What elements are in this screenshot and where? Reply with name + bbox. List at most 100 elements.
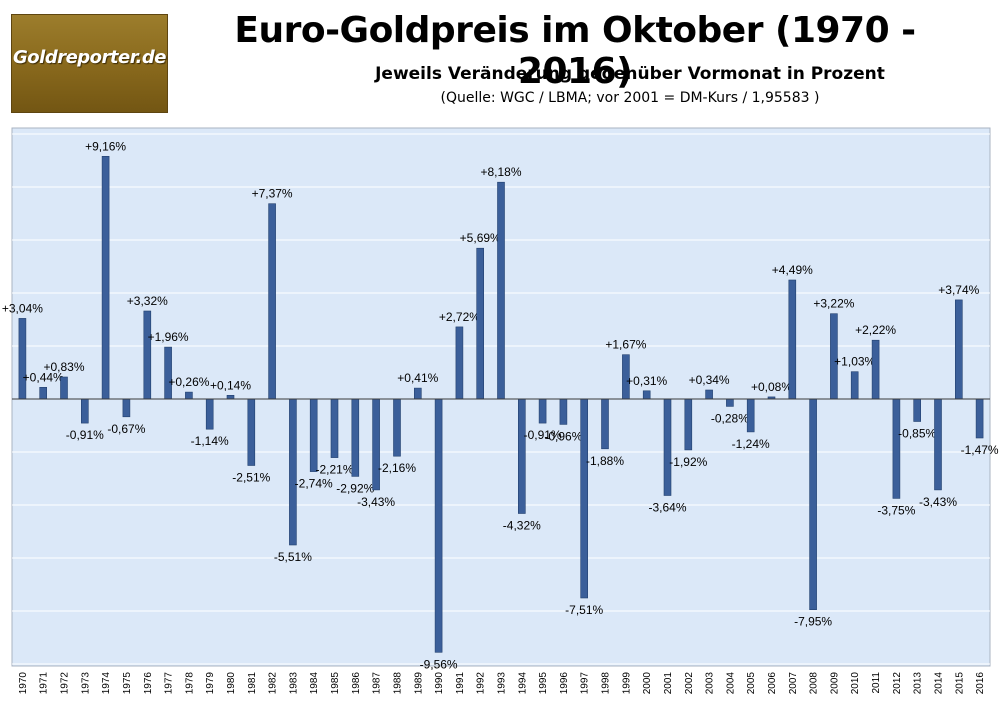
x-tick-label: 1973	[80, 672, 91, 695]
data-label: -9,56%	[420, 657, 458, 671]
x-tick-label: 2008	[809, 672, 820, 695]
bar-1992	[476, 247, 485, 400]
x-tick-label: 2009	[829, 672, 840, 695]
data-label: -2,21%	[315, 463, 353, 477]
chart-source-note: (Quelle: WGC / LBMA; vor 2001 = DM-Kurs …	[440, 90, 820, 106]
logo-text: Goldreporter.de	[13, 47, 166, 68]
data-label: -2,74%	[295, 477, 333, 491]
data-label: -5,51%	[274, 550, 312, 564]
data-label: +3,04%	[2, 301, 43, 315]
bar-1982	[268, 203, 276, 400]
bar-1997	[580, 398, 589, 599]
x-tick-label: 2014	[934, 672, 945, 695]
x-tick-label: 1978	[184, 672, 195, 695]
bar-1977	[164, 346, 172, 400]
data-label: +5,69%	[460, 231, 501, 245]
x-tick-label: 2002	[684, 672, 695, 695]
data-label: -3,43%	[919, 495, 957, 509]
bar-1976	[143, 310, 152, 400]
bar-1987	[372, 398, 380, 491]
x-tick-label: 1983	[288, 672, 299, 695]
bar-1996	[559, 398, 568, 425]
x-tick-label: 1982	[268, 672, 279, 695]
bar-1995	[538, 398, 547, 424]
x-tick-label: 1990	[434, 672, 445, 695]
x-tick-label: 1979	[205, 672, 216, 695]
bar-1994	[517, 398, 526, 514]
bar-2012	[892, 398, 901, 499]
bar-1978	[185, 391, 193, 400]
data-label: -2,16%	[378, 461, 416, 475]
chart-title: Euro-Goldpreis im Oktober (1970 - 2016)	[234, 10, 916, 92]
x-tick-label: 1984	[309, 672, 320, 695]
x-tick-label: 1985	[330, 672, 341, 695]
x-tick-label: 1994	[517, 672, 528, 695]
data-label: -7,95%	[794, 615, 832, 629]
data-label: +3,74%	[938, 283, 979, 297]
bar-2014	[934, 398, 942, 491]
bar-1980	[226, 394, 235, 400]
bar-2007	[788, 279, 797, 400]
bar-1983	[289, 398, 297, 546]
bar-1990	[434, 398, 443, 653]
x-tick-label: 2004	[725, 672, 736, 695]
x-tick-label: 2015	[954, 672, 965, 695]
data-label: +0,08%	[751, 380, 792, 394]
data-label: +9,16%	[85, 139, 126, 153]
data-label: -1,14%	[191, 434, 229, 448]
data-label: -3,43%	[357, 495, 395, 509]
data-label: -0,91%	[524, 428, 562, 442]
data-label: +0,14%	[210, 378, 251, 392]
bar-2010	[850, 371, 859, 400]
x-tick-label: 2005	[746, 672, 757, 695]
bar-2008	[809, 398, 817, 610]
data-label: +3,22%	[813, 297, 854, 311]
x-tick-label: 2010	[850, 672, 861, 695]
bar-2016	[975, 398, 984, 439]
bar-2002	[684, 398, 693, 451]
bar-1971	[39, 386, 48, 400]
bar-1991	[455, 326, 464, 400]
data-label: -1,92%	[669, 455, 707, 469]
x-tick-label: 1986	[351, 672, 362, 695]
x-tick-label: 2006	[767, 672, 778, 695]
x-tick-label: 1975	[122, 672, 133, 695]
data-label: -0,96%	[544, 429, 582, 443]
x-tick-label: 1974	[101, 672, 112, 695]
bar-1985	[330, 398, 339, 458]
x-tick-label: 1992	[476, 672, 487, 695]
bar-2000	[642, 390, 651, 400]
data-label: +0,34%	[689, 373, 730, 387]
data-label: -3,64%	[648, 501, 686, 515]
data-label: +2,72%	[439, 310, 480, 324]
x-tick-label: 2003	[705, 672, 716, 695]
x-tick-label: 1987	[372, 672, 383, 695]
chart-subtitle: Jeweils Veränderung gegenüber Vormonat i…	[375, 64, 885, 84]
data-label: +1,03%	[834, 355, 875, 369]
data-label: -3,75%	[877, 503, 915, 517]
data-label: +8,18%	[480, 165, 521, 179]
bar-2005	[746, 398, 755, 433]
bar-1979	[205, 398, 214, 430]
data-label: -1,47%	[961, 443, 999, 457]
data-label: -0,85%	[898, 427, 936, 441]
data-label: -0,28%	[711, 411, 749, 425]
bar-1981	[247, 398, 256, 466]
bar-2001	[663, 398, 672, 496]
data-label: +0,83%	[43, 360, 84, 374]
data-label: +0,44%	[23, 370, 64, 384]
x-tick-label: 1998	[601, 672, 612, 695]
bar-2011	[871, 339, 880, 400]
x-tick-label: 2013	[913, 672, 924, 695]
bar-1984	[309, 398, 318, 472]
data-label: +0,26%	[168, 375, 209, 389]
data-label: +0,41%	[397, 371, 438, 385]
bar-1993	[497, 181, 505, 400]
x-tick-label: 2016	[975, 672, 986, 695]
x-tick-label: 2001	[663, 672, 674, 695]
bar-1998	[601, 398, 609, 450]
bar-1972	[60, 376, 68, 400]
bar-1974	[101, 156, 110, 400]
bar-2003	[705, 389, 713, 400]
x-tick-label: 1997	[580, 672, 591, 695]
